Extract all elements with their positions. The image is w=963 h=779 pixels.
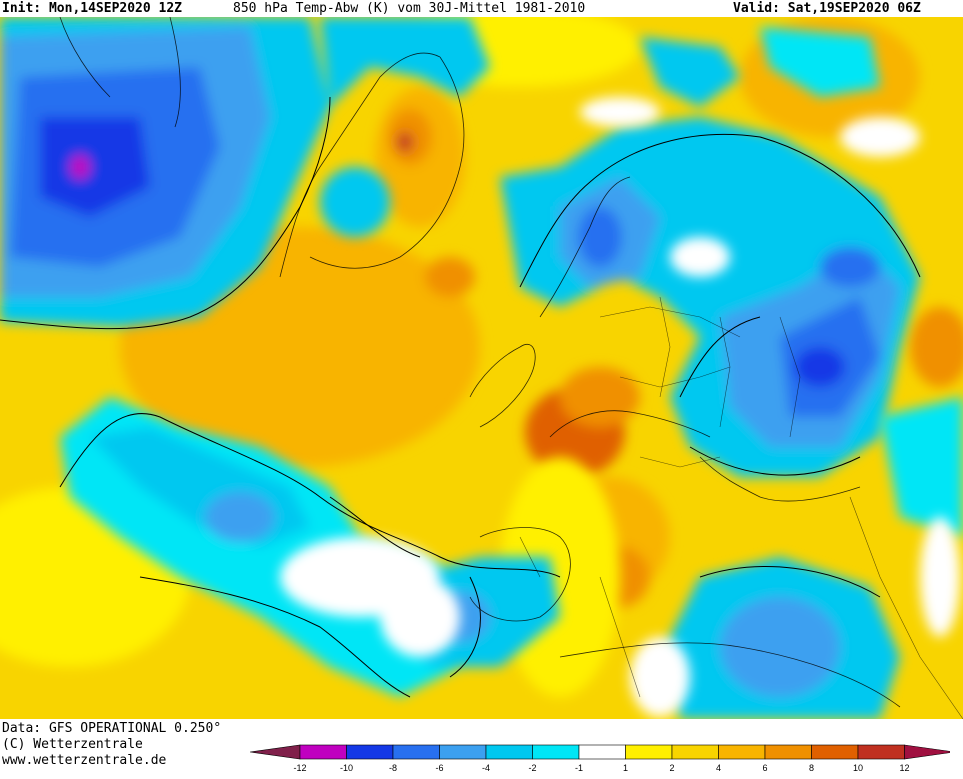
init-time: Init: Mon,14SEP2020 12Z bbox=[2, 1, 183, 16]
legend-tick-label: 4 bbox=[716, 763, 721, 773]
footer: Data: GFS OPERATIONAL 0.250° (C) Wetterz… bbox=[0, 719, 963, 779]
website: www.wetterzentrale.de bbox=[2, 753, 167, 768]
data-source: Data: GFS OPERATIONAL 0.250° bbox=[2, 721, 222, 736]
legend-swatch-m8-m6 bbox=[392, 744, 440, 760]
legend-swatch-m6-m4 bbox=[439, 744, 487, 760]
legend-tick-label: -4 bbox=[482, 763, 490, 773]
cold-anomaly-northwest bbox=[0, 17, 490, 327]
credits: Data: GFS OPERATIONAL 0.250° (C) Wetterz… bbox=[2, 721, 221, 769]
legend-swatch-p2-4 bbox=[671, 744, 719, 760]
legend-swatch-m2-m1 bbox=[532, 744, 580, 760]
legend-swatch-p8-10 bbox=[811, 744, 859, 760]
legend-tick-label: -12 bbox=[293, 763, 306, 773]
legend-tick-label: -6 bbox=[435, 763, 443, 773]
legend-swatch-p6-8 bbox=[764, 744, 812, 760]
legend-swatch-p1-2 bbox=[625, 744, 673, 760]
coastlines bbox=[59, 17, 901, 708]
legend-swatch-m4-m2 bbox=[485, 744, 533, 760]
legend-swatch-p10-12 bbox=[857, 744, 905, 760]
legend-tick-label: 12 bbox=[899, 763, 909, 773]
map-title: 850 hPa Temp-Abw (K) vom 30J-Mittel 1981… bbox=[233, 1, 586, 16]
legend-arrow-low bbox=[250, 744, 301, 760]
cold-anomaly-europe bbox=[500, 27, 920, 477]
legend-tick-label: -1 bbox=[575, 763, 583, 773]
country-borders bbox=[519, 296, 963, 719]
legend-tick-label: -2 bbox=[528, 763, 536, 773]
legend-tick-label: 8 bbox=[809, 763, 814, 773]
legend-tick-label: 10 bbox=[853, 763, 863, 773]
legend-tick-label: 2 bbox=[669, 763, 674, 773]
legend-tick-label: -8 bbox=[389, 763, 397, 773]
neutral-areas bbox=[280, 97, 960, 717]
temperature-anomaly-map bbox=[0, 17, 963, 719]
valid-time: Valid: Sat,19SEP2020 06Z bbox=[733, 1, 921, 16]
legend-tick-label: 1 bbox=[623, 763, 628, 773]
cold-anomaly-mediterranean bbox=[660, 397, 963, 719]
legend-tick-label: 6 bbox=[762, 763, 767, 773]
legend-swatch-m10-m8 bbox=[346, 744, 394, 760]
legend-swatch-p4-6 bbox=[718, 744, 766, 760]
legend-swatch-m12-m10 bbox=[299, 744, 347, 760]
header-bar: Init: Mon,14SEP2020 12Z 850 hPa Temp-Abw… bbox=[0, 0, 963, 17]
legend-arrow-high bbox=[904, 744, 950, 760]
copyright: (C) Wetterzentrale bbox=[2, 737, 143, 752]
zero-contours bbox=[0, 96, 921, 698]
legend-swatch-m1-1 bbox=[578, 744, 626, 760]
legend-tick-label: -10 bbox=[340, 763, 353, 773]
color-legend: -12 -10 -8 -6 -4 -2 -1 1 2 4 6 8 10 12 bbox=[250, 744, 950, 773]
